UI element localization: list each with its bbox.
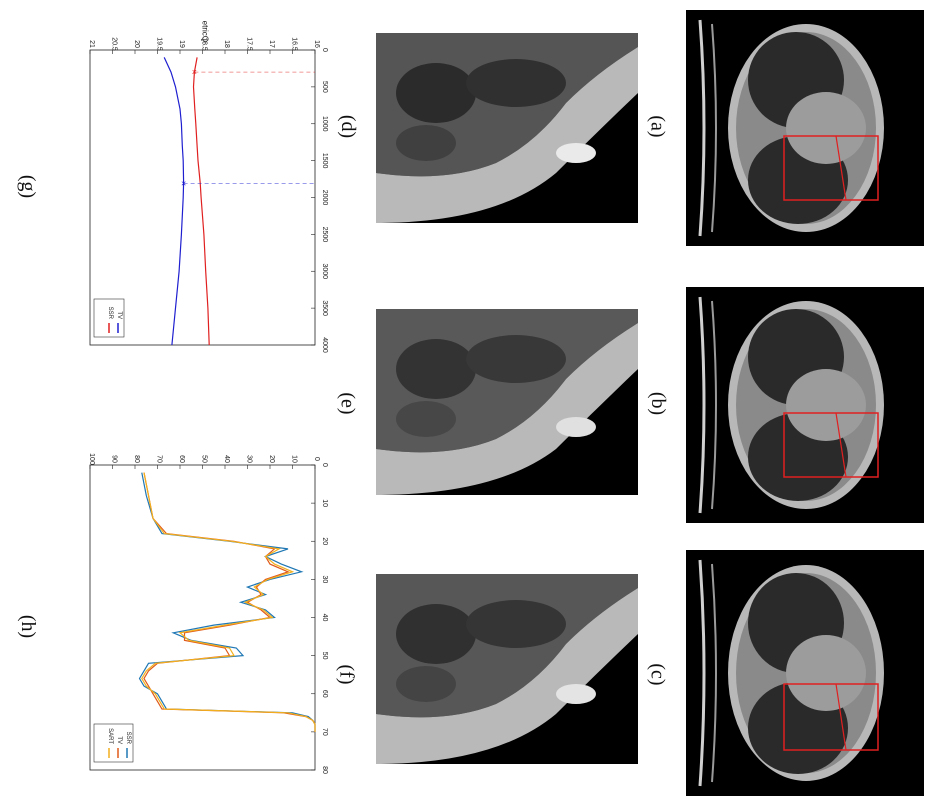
y-tick-label: 40 (223, 455, 230, 463)
legend-label-sart: SART (107, 728, 113, 744)
y-tick-label: 100 (88, 453, 95, 465)
x-tick-label: 1000 (321, 116, 328, 132)
x-tick-label: 10 (321, 499, 328, 507)
zoom-d-graphic (376, 33, 638, 223)
caption-f: (f) (335, 664, 358, 685)
ct-image-a (686, 10, 924, 246)
zoom-f-graphic (376, 574, 638, 764)
y-tick-label: 60 (178, 455, 185, 463)
zoom-image-e (376, 309, 638, 495)
marker-ssr: × (192, 67, 197, 77)
ct-image-b (686, 287, 924, 523)
y-tick-label: 20 (268, 455, 275, 463)
y-tick-label: 18.5 (201, 37, 208, 51)
legend-label-ssr: SSR (125, 732, 131, 745)
caption-h: (h) (17, 614, 40, 639)
x-tick-label: 500 (321, 81, 328, 93)
legend-label-tv: TV (116, 311, 122, 319)
x-tick-label: 3000 (321, 263, 328, 279)
caption-e: (e) (336, 392, 359, 415)
x-tick-label: 30 (321, 575, 328, 583)
caption-c: (c) (646, 663, 669, 686)
series-line-tv (163, 57, 185, 346)
zoom-image-d (376, 33, 638, 223)
caption-d: (d) (337, 114, 360, 139)
marker-tv: × (181, 178, 186, 188)
y-tick-label: 17.5 (246, 37, 253, 51)
y-tick-label: 30 (246, 455, 253, 463)
y-tick-label: 16.5 (291, 37, 298, 51)
ct-image-c (686, 550, 924, 796)
chart-h-profile: 0 10 20 30 40 50 60 70 80 90 100 0 10 20 30 40 50 60 70 80 S… (88, 453, 328, 774)
series-line-ssr (138, 472, 316, 732)
y-tick-label: 20 (133, 40, 140, 48)
y-tick-label: 19 (178, 40, 185, 48)
y-tick-label: 0 (313, 457, 320, 461)
x-tick-label: 20 (321, 537, 328, 545)
ct-scan-b-graphic (686, 287, 924, 523)
x-tick-label: 60 (321, 690, 328, 698)
series-line-ssr (192, 57, 210, 346)
y-tick-label: 21 (88, 40, 95, 48)
y-tick-label: 10 (291, 455, 298, 463)
x-tick-label: 4000 (321, 337, 328, 353)
y-tick-label: 90 (111, 455, 118, 463)
ct-scan-c-graphic (686, 550, 924, 796)
y-tick-label: 70 (156, 455, 163, 463)
series-line-tv (143, 472, 316, 732)
chart-g-metricq-vs-lambda: 16 16.5 17 17.5 18 18.5 19 19.5 20 20.5 21 0 500 1000… (88, 20, 328, 353)
x-tick-label: 0 (321, 463, 328, 467)
series-line-sart (141, 472, 316, 732)
caption-a: (a) (646, 115, 669, 138)
y-axis-label: MetricQ (201, 20, 210, 42)
y-tick-label: 18 (223, 40, 230, 48)
x-tick-label: 1500 (321, 153, 328, 169)
x-tick-label: 3500 (321, 300, 328, 316)
plot-frame (89, 464, 316, 771)
y-tick-label: 16 (313, 40, 320, 48)
zoom-image-f (376, 574, 638, 764)
y-tick-label: 19.5 (156, 37, 163, 51)
x-tick-label: 2000 (321, 190, 328, 206)
x-tick-label: 0 (321, 48, 328, 52)
y-tick-label: 17 (268, 40, 275, 48)
y-tick-label: 80 (133, 455, 140, 463)
ct-scan-a-graphic (686, 10, 924, 246)
caption-g: (g) (17, 174, 40, 199)
x-tick-label: 40 (321, 614, 328, 622)
x-tick-label: 70 (321, 728, 328, 736)
legend-label-ssr: SSR (107, 307, 113, 320)
zoom-e-graphic (376, 309, 638, 495)
x-tick-label: 80 (321, 766, 328, 774)
x-tick-label: 2500 (321, 227, 328, 243)
y-tick-label: 50 (201, 455, 208, 463)
y-tick-label: 20.5 (111, 37, 118, 51)
legend-label-tv: TV (116, 736, 122, 744)
x-tick-label: 50 (321, 652, 328, 660)
plot-frame (89, 49, 316, 346)
caption-b: (b) (647, 391, 670, 416)
